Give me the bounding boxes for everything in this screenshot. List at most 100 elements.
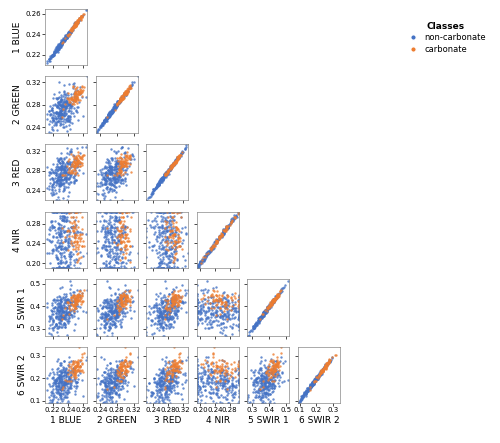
Point [170, 160, 177, 167]
Point [322, 360, 330, 367]
Point [58, 213, 66, 220]
Point [64, 377, 72, 384]
Point [50, 183, 58, 190]
Point [68, 95, 76, 102]
Point [62, 35, 70, 42]
Point [110, 319, 118, 326]
Point [256, 314, 264, 321]
Point [165, 380, 173, 387]
Point [66, 365, 74, 372]
Point [58, 385, 66, 392]
Point [308, 380, 316, 387]
Point [64, 296, 72, 303]
Point [274, 364, 282, 371]
Point [53, 239, 61, 246]
Point [207, 368, 215, 375]
Point [199, 365, 207, 372]
Point [96, 378, 104, 385]
Point [58, 172, 66, 179]
Point [220, 319, 228, 326]
Point [66, 383, 74, 390]
Point [306, 384, 314, 391]
Point [68, 81, 76, 88]
Point [108, 155, 116, 162]
Point [154, 393, 162, 400]
Point [166, 258, 174, 265]
Point [163, 393, 171, 400]
Point [200, 290, 207, 297]
Point [118, 293, 126, 300]
Point [55, 376, 63, 383]
Point [235, 298, 243, 305]
Point [56, 43, 64, 50]
Point [159, 368, 167, 375]
Point [235, 377, 243, 384]
Point [158, 260, 166, 267]
Point [324, 358, 332, 365]
Point [74, 366, 82, 373]
Point [157, 175, 165, 182]
Point [108, 188, 116, 195]
Point [62, 168, 70, 175]
Point [100, 194, 108, 202]
Point [232, 213, 239, 220]
Point [268, 299, 276, 306]
Point [158, 319, 166, 326]
Point [231, 290, 239, 297]
Point [107, 264, 115, 272]
Point [165, 291, 173, 298]
Point [119, 157, 127, 164]
Point [262, 376, 270, 383]
Point [201, 356, 209, 363]
Point [117, 366, 125, 373]
Point [164, 165, 172, 172]
Point [101, 379, 109, 386]
Point [235, 372, 243, 379]
Point [168, 304, 176, 311]
Point [170, 241, 178, 249]
Point [114, 182, 122, 189]
Point [160, 314, 168, 321]
Point [167, 366, 175, 373]
Point [110, 264, 118, 272]
Point [269, 369, 277, 376]
Point [62, 109, 70, 117]
Point [92, 197, 100, 204]
Point [70, 366, 78, 373]
Point [64, 397, 72, 404]
Point [110, 105, 118, 112]
Point [72, 362, 80, 369]
Point [58, 375, 66, 382]
Point [317, 369, 325, 376]
Point [114, 98, 122, 105]
Point [48, 208, 56, 215]
Point [106, 390, 114, 397]
Point [159, 315, 167, 322]
Point [114, 99, 122, 106]
Point [107, 109, 115, 116]
Point [72, 23, 80, 30]
Point [252, 377, 260, 384]
Point [67, 253, 75, 260]
Point [57, 230, 65, 237]
Point [52, 120, 60, 127]
Point [160, 307, 168, 314]
Point [116, 370, 124, 377]
Point [166, 256, 173, 263]
Point [167, 164, 175, 171]
Point [56, 317, 64, 324]
Point [234, 307, 242, 315]
Point [208, 311, 216, 318]
Point [118, 253, 126, 260]
Point [70, 368, 78, 375]
Point [218, 300, 226, 307]
Point [120, 290, 128, 297]
Point [104, 175, 112, 182]
Point [272, 293, 280, 300]
Point [118, 208, 126, 215]
Point [262, 390, 270, 397]
Point [48, 248, 56, 255]
Point [235, 322, 243, 329]
Point [160, 297, 168, 304]
Point [170, 159, 178, 167]
